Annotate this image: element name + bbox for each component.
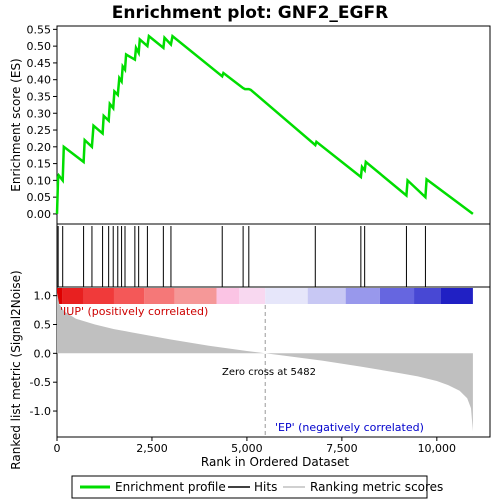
es-y-tick-label: 0.05 — [27, 191, 52, 204]
legend: Enrichment profile Hits Ranking metric s… — [71, 475, 443, 499]
chart-title: Enrichment plot: GNF2_EGFR — [112, 3, 388, 23]
es-y-axis-label: Enrichment score (ES) — [9, 58, 23, 191]
heatmap-segment — [379, 288, 415, 304]
es-y-tick-label: 0.35 — [27, 90, 52, 103]
heatmap-segment — [83, 288, 114, 304]
heatmap-segment — [345, 288, 380, 304]
enrichment-profile-line — [55, 33, 474, 215]
heatmap-segment — [144, 288, 175, 304]
es-y-tick-label: 0.25 — [27, 124, 52, 137]
metric-y-tick-label: -1.0 — [30, 405, 51, 418]
es-y-tick-label: 0.30 — [27, 107, 52, 120]
heatmap-segment — [57, 288, 63, 304]
x-tick-label: 0 — [54, 442, 61, 455]
heatmap-segment — [113, 288, 145, 304]
es-y-tick-label: 0.55 — [27, 23, 52, 36]
x-axis-label: Rank in Ordered Dataset — [201, 455, 349, 469]
heatmap-segment — [239, 288, 266, 304]
metric-y-tick-label: 0.5 — [34, 319, 52, 332]
es-y-tick-label: 0.45 — [27, 57, 52, 70]
x-tick-label: 2,500 — [136, 442, 168, 455]
heatmap-segment — [440, 288, 473, 304]
heatmap-segment — [216, 288, 240, 304]
x-tick-label: 7,500 — [326, 442, 358, 455]
legend-label-hits: Hits — [254, 480, 277, 494]
negative-correlation-label: 'EP' (negatively correlated) — [275, 421, 424, 434]
heatmap-segment — [174, 288, 217, 304]
enrichment-profile-series — [55, 33, 474, 215]
es-y-tick-label: 0.50 — [27, 40, 52, 53]
heatmap-segment — [414, 288, 441, 304]
heatmap-segment — [307, 288, 346, 304]
es-y-tick-label: 0.00 — [27, 208, 52, 221]
ranking-metric-area — [57, 292, 473, 432]
es-y-tick-label: 0.20 — [27, 141, 52, 154]
heatmap-segment — [265, 288, 308, 304]
rank-heatmap-bar — [57, 288, 473, 304]
es-y-tick-label: 0.15 — [27, 158, 52, 171]
ranking-metric-series — [57, 292, 473, 437]
metric-panel-frame — [56, 286, 491, 438]
es-y-tick-label: 0.10 — [27, 174, 52, 187]
metric-y-tick-label: 1.0 — [34, 290, 52, 303]
heatmap-segment — [62, 288, 84, 304]
zero-cross-label: Zero cross at 5482 — [222, 367, 316, 378]
positive-correlation-label: 'IUP' (positively correlated) — [60, 305, 208, 318]
legend-label-enrichment-profile: Enrichment profile — [115, 480, 226, 494]
x-tick-label: 5,000 — [231, 442, 263, 455]
x-axis: 0 2,500 5,000 7,500 10,000 — [54, 437, 457, 455]
es-y-axis: 0.00 0.05 0.10 0.15 0.20 0.25 0.30 0.35 0.40 0.45… — [27, 23, 57, 221]
x-tick-label: 10,000 — [418, 442, 457, 455]
metric-y-axis: 1.0 0.5 0.0 -0.5 -1.0 — [30, 290, 57, 418]
es-y-tick-label: 0.40 — [27, 74, 52, 87]
metric-y-tick-label: -0.5 — [30, 376, 51, 389]
metric-y-tick-label: 0.0 — [34, 347, 52, 360]
legend-label-ranking-metric: Ranking metric scores — [310, 480, 443, 494]
metric-y-axis-label: Ranked list metric (Signal2Noise) — [9, 270, 23, 469]
hits-series — [57, 226, 426, 287]
